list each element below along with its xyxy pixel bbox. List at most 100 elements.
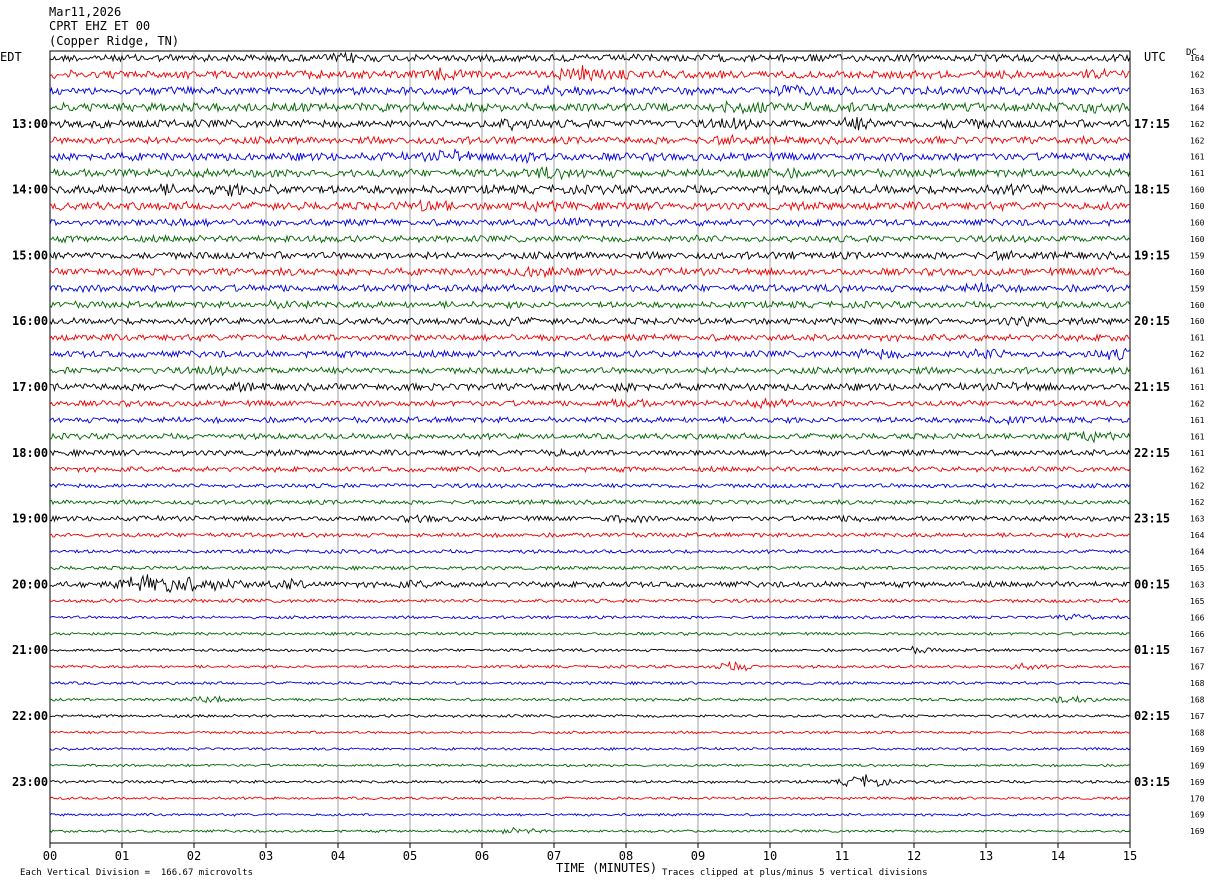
left-hour-label: 22:00 [12, 709, 48, 723]
dc-offset-label: 164 [1190, 54, 1205, 63]
dc-offset-label: 162 [1190, 120, 1205, 129]
trace-row-5 [49, 133, 1130, 146]
dc-offset-label: 162 [1190, 70, 1205, 79]
date-label: Mar11,2026 [49, 5, 122, 19]
plot-frame [49, 50, 1131, 844]
trace-row-9 [49, 199, 1131, 213]
trace-row-13 [49, 265, 1131, 279]
trace-row-43 [49, 763, 1131, 768]
trace-row-40 [49, 713, 1131, 719]
dc-offset-label: 163 [1190, 515, 1205, 524]
left-hour-label: 14:00 [12, 183, 48, 197]
trace-row-28 [49, 514, 1131, 525]
x-tick-label: 08 [619, 849, 633, 863]
dc-offset-label: 165 [1190, 597, 1205, 606]
dc-offset-label: 169 [1190, 827, 1205, 836]
dc-offset-label: 167 [1190, 712, 1205, 721]
dc-label: DC [1186, 48, 1197, 58]
trace-row-6 [49, 148, 1131, 165]
x-tick-label: 02 [187, 849, 201, 863]
right-hour-label: 19:15 [1134, 248, 1170, 262]
left-hour-label: 16:00 [12, 314, 48, 328]
trace-row-8 [49, 182, 1131, 197]
dc-offset-label: 161 [1190, 416, 1205, 425]
dc-offset-label: 161 [1190, 449, 1205, 458]
x-tick-label: 00 [43, 849, 57, 863]
trace-row-25 [49, 465, 1131, 474]
dc-offset-label: 167 [1190, 646, 1205, 655]
x-tick-label: 04 [331, 849, 345, 863]
dc-offset-label: 169 [1190, 778, 1205, 787]
left-hour-label: 21:00 [12, 643, 48, 657]
dc-offset-label: 162 [1190, 498, 1205, 507]
x-tick-label: 11 [835, 849, 849, 863]
trace-row-22 [49, 415, 1131, 426]
dc-offset-label: 164 [1190, 548, 1205, 557]
dc-offset-label: 161 [1190, 169, 1205, 178]
trace-row-24 [49, 447, 1131, 458]
trace-row-4 [49, 116, 1131, 132]
dc-offset-label: 161 [1190, 383, 1205, 392]
clip-note: Traces clipped at plus/minus 5 vertical … [662, 868, 928, 878]
dc-offset-label: 161 [1190, 432, 1205, 441]
trace-row-2 [49, 84, 1131, 97]
dc-offset-label: 160 [1190, 268, 1205, 277]
x-axis-title: TIME (MINUTES) [556, 861, 658, 875]
left-hour-label: 18:00 [12, 446, 48, 460]
x-tick-label: 05 [403, 849, 417, 863]
dc-offset-label: 161 [1190, 334, 1205, 343]
dc-offset-label: 160 [1190, 202, 1205, 211]
dc-offset-label: 162 [1190, 482, 1205, 491]
trace-row-0 [49, 51, 1131, 64]
trace-row-18 [49, 347, 1131, 361]
dc-offset-label: 164 [1190, 103, 1205, 112]
right-hour-label: 20:15 [1134, 314, 1170, 328]
trace-row-38 [49, 680, 1131, 686]
trace-row-31 [49, 565, 1131, 572]
x-tick-label: 10 [763, 849, 777, 863]
left-hour-label: 15:00 [12, 248, 48, 262]
dc-offset-label: 166 [1190, 630, 1205, 639]
trace-row-23 [49, 430, 1131, 444]
trace-row-36 [49, 645, 1131, 655]
dc-offset-label: 169 [1190, 811, 1205, 820]
x-tick-label: 14 [1051, 849, 1065, 863]
trace-row-37 [49, 660, 1131, 672]
dc-offset-label: 162 [1190, 399, 1205, 408]
right-timezone-label: UTC [1144, 50, 1166, 64]
trace-row-46 [49, 812, 1131, 817]
x-tick-label: 07 [547, 849, 561, 863]
trace-row-34 [49, 613, 1131, 621]
right-hour-label: 21:15 [1134, 380, 1170, 394]
dc-offset-label: 162 [1190, 136, 1205, 145]
right-hour-label: 18:15 [1134, 183, 1170, 197]
dc-offset-label: 170 [1190, 794, 1205, 803]
trace-row-45 [49, 796, 1131, 801]
x-tick-label: 03 [259, 849, 273, 863]
right-hour-label: 03:15 [1134, 775, 1170, 789]
dc-offset-label: 167 [1190, 663, 1205, 672]
right-hour-label: 02:15 [1134, 709, 1170, 723]
dc-offset-label: 168 [1190, 679, 1205, 688]
dc-offset-label: 160 [1190, 301, 1205, 310]
dc-offset-label: 162 [1190, 350, 1205, 359]
right-hour-label: 22:15 [1134, 446, 1170, 460]
right-hour-label: 01:15 [1134, 643, 1170, 657]
left-timezone-label: EDT [0, 50, 22, 64]
dc-offset-label: 164 [1190, 531, 1205, 540]
dc-offset-label: 159 [1190, 284, 1205, 293]
trace-row-1 [49, 65, 1131, 82]
x-tick-label: 13 [979, 849, 993, 863]
trace-row-20 [49, 381, 1131, 393]
trace-row-15 [49, 298, 1131, 310]
trace-row-11 [49, 233, 1131, 244]
dc-offset-label: 161 [1190, 367, 1205, 376]
trace-row-44 [49, 774, 1131, 788]
trace-row-12 [49, 249, 1131, 262]
right-hour-label: 23:15 [1134, 512, 1170, 526]
dc-offset-label: 165 [1190, 564, 1205, 573]
dc-offset-label: 160 [1190, 186, 1205, 195]
dc-offset-label: 160 [1190, 317, 1205, 326]
dc-offset-label: 160 [1190, 219, 1205, 228]
